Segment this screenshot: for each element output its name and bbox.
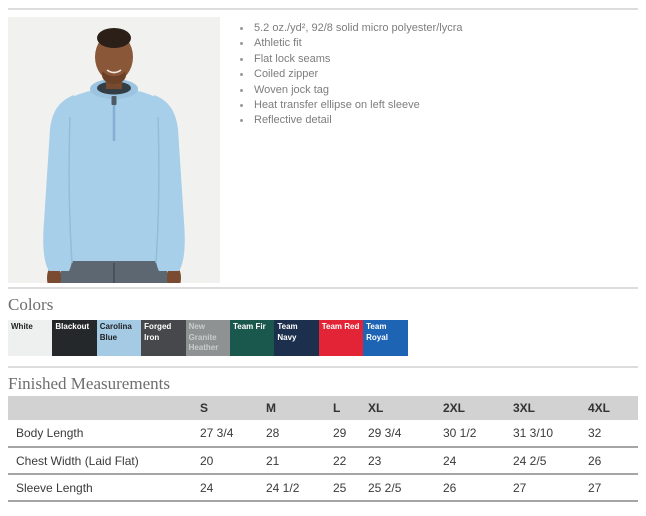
color-swatch-forged-iron[interactable]: Forged Iron [141, 320, 186, 356]
measurement-value: 29 3/4 [368, 426, 402, 440]
measurement-value: 21 [258, 446, 325, 474]
photo-divider [8, 287, 638, 289]
measurement-value: 23 [360, 446, 435, 474]
measurements-table: S M L XL 2XL 3XL 4XL Body Length 27 3/4 … [8, 396, 638, 502]
feature-item: Coiled zipper [252, 67, 462, 82]
size-column-header: 4XL [580, 396, 638, 420]
measurement-value: 24 2/5 [505, 446, 580, 474]
measurement-value: 25 2/5 [360, 473, 435, 502]
model-head [95, 28, 133, 89]
top-divider [8, 8, 638, 10]
color-swatch-blackout[interactable]: Blackout [52, 320, 97, 356]
measurement-value: 22 [325, 446, 360, 474]
feature-item: Woven jock tag [252, 83, 462, 98]
model-jeans [59, 261, 169, 283]
product-features: 5.2 oz./yd², 92/8 solid micro polyester/… [236, 17, 462, 283]
size-column-header: 3XL [505, 396, 580, 420]
feature-item: Athletic fit [252, 36, 462, 51]
product-spec-page: 5.2 oz./yd², 92/8 solid micro polyester/… [0, 8, 646, 502]
row-label: Chest Width (Laid Flat) [8, 446, 192, 474]
measurement-value: 31 3/10 [513, 426, 554, 440]
product-overview: 5.2 oz./yd², 92/8 solid micro polyester/… [8, 17, 638, 283]
size-column-header [8, 396, 192, 420]
color-swatch-new-granite-heather[interactable]: New Granite Heather [185, 320, 230, 356]
color-swatch-white[interactable]: White [8, 320, 53, 356]
colors-heading: Colors [8, 295, 54, 314]
size-column-header: XL [360, 396, 435, 420]
size-column-header: L [325, 396, 360, 420]
shirt-zipper [111, 96, 117, 141]
feature-item: Reflective detail [252, 113, 462, 128]
measurement-value: 32 [588, 426, 602, 440]
color-swatch-row: White Blackout Carolina Blue Forged Iron… [8, 320, 408, 356]
color-swatch-team-navy[interactable]: Team Navy [274, 320, 319, 356]
row-label: Sleeve Length [8, 473, 192, 502]
size-column-header: S [192, 396, 258, 420]
measurement-value: 27 [505, 473, 580, 502]
measurement-value: 28 [266, 426, 280, 440]
colors-divider [8, 366, 638, 368]
measurement-value: 20 [192, 446, 258, 474]
feature-item: Heat transfer ellipse on left sleeve [252, 98, 462, 113]
measurement-value: 29 [333, 426, 347, 440]
table-row: Body Length 27 3/4 28 29 29 3/4 30 1/2 3… [8, 420, 638, 447]
measurement-value: 26 [580, 446, 638, 474]
measurement-value: 27 3/4 [200, 426, 234, 440]
color-swatch-team-fir[interactable]: Team Fir [229, 320, 275, 356]
measurement-value: 24 [435, 446, 505, 474]
model-photo-illustration [8, 17, 220, 283]
feature-list: 5.2 oz./yd², 92/8 solid micro polyester/… [236, 21, 462, 129]
row-label: Body Length [16, 426, 84, 440]
measurement-value: 24 1/2 [258, 473, 325, 502]
color-swatch-carolina-blue[interactable]: Carolina Blue [96, 320, 142, 356]
product-photo [8, 17, 220, 283]
measurements-heading: Finished Measurements [8, 374, 170, 393]
measurement-value: 26 [435, 473, 505, 502]
measurement-value: 24 [192, 473, 258, 502]
color-swatch-team-red[interactable]: Team Red [318, 320, 364, 356]
measurement-value: 25 [325, 473, 360, 502]
size-column-header: 2XL [435, 396, 505, 420]
measurement-value: 30 1/2 [443, 426, 477, 440]
size-column-header: M [258, 396, 325, 420]
feature-item: 5.2 oz./yd², 92/8 solid micro polyester/… [252, 21, 462, 36]
measurement-value: 27 [580, 473, 638, 502]
table-row: Sleeve Length 24 24 1/2 25 25 2/5 26 27 … [8, 473, 638, 502]
table-header-row: S M L XL 2XL 3XL 4XL [8, 396, 638, 420]
feature-item: Flat lock seams [252, 52, 462, 67]
table-row: Chest Width (Laid Flat) 20 21 22 23 24 2… [8, 446, 638, 474]
color-swatch-team-royal[interactable]: Team Royal [363, 320, 408, 356]
